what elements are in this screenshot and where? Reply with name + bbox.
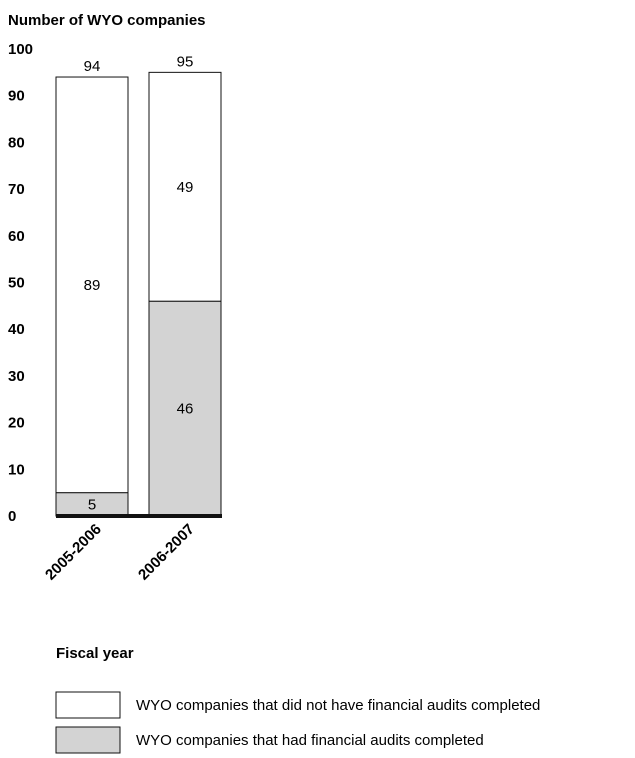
data-label: 5 [88,496,96,513]
y-axis-title: Number of WYO companies [8,12,206,29]
y-tick-label: 90 [8,88,25,105]
x-tick-label: 2006-2007 [135,521,198,584]
bar-segment [55,76,129,494]
y-tick-label: 100 [8,41,33,58]
y-tick-label: 10 [8,461,25,478]
x-axis-ticks: 2005-2006 2006-2007 [42,521,198,584]
y-tick-label: 50 [8,275,25,292]
legend-swatch [55,691,121,719]
y-tick-label: 30 [8,368,25,385]
legend: WYO companies that did not have financia… [55,691,540,754]
data-label: 49 [177,179,194,196]
x-tick-label: 2005-2006 [42,521,105,584]
data-label: 89 [84,277,101,294]
y-tick-label: 70 [8,181,25,198]
bars: 5 89 94 46 49 95 [55,53,222,518]
y-tick-label: 20 [8,415,25,432]
y-tick-label: 0 [8,508,16,525]
legend-label: WYO companies that did not have financia… [136,697,540,714]
y-axis-ticks: 0 10 20 30 40 50 60 70 80 90 100 [8,41,33,525]
legend-label: WYO companies that had financial audits … [136,732,484,749]
legend-swatch [55,726,121,754]
total-label: 95 [177,53,194,70]
x-axis-title: Fiscal year [56,645,134,662]
y-tick-label: 80 [8,134,25,151]
y-tick-label: 40 [8,321,25,338]
total-label: 94 [84,58,101,75]
y-tick-label: 60 [8,228,25,245]
data-label: 46 [177,401,194,418]
bar-segment [148,71,222,302]
